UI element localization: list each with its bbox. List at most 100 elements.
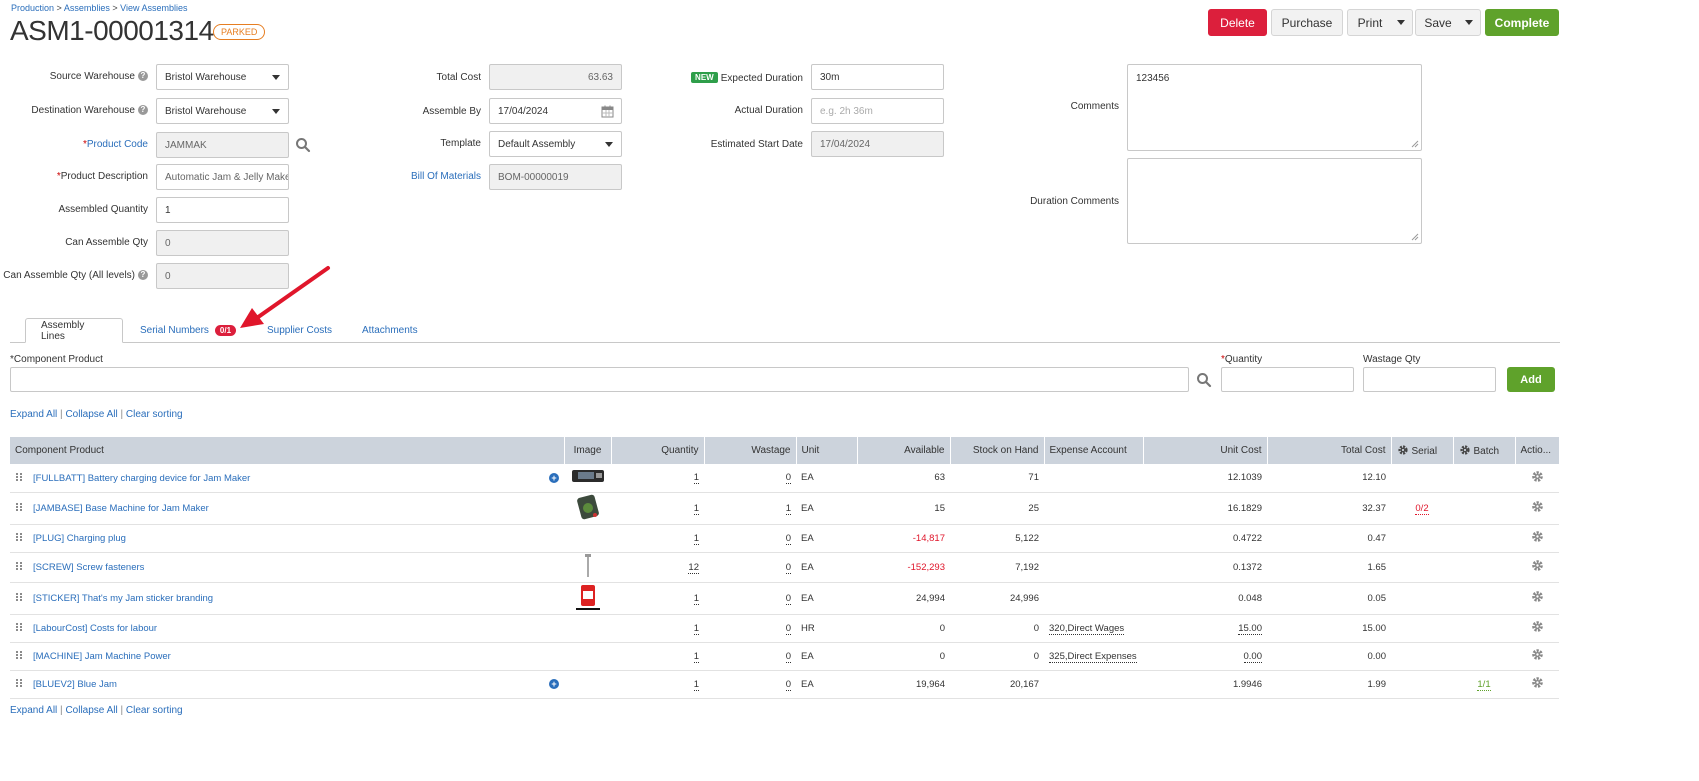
quantity-value[interactable]: 12	[688, 561, 699, 574]
expense-account-value[interactable]: 320,Direct Wages	[1049, 622, 1125, 635]
product-code-label[interactable]: *Product Code	[82, 139, 148, 150]
unit-cost-cell[interactable]: 1.9946	[1143, 670, 1267, 699]
print-dropdown-toggle[interactable]	[1390, 10, 1412, 35]
expense-account-cell[interactable]: 320,Direct Wages	[1044, 614, 1143, 643]
quantity-cell[interactable]: 1	[611, 464, 704, 493]
actual-duration-field[interactable]: e.g. 2h 36m	[811, 98, 944, 124]
gear-icon[interactable]	[1531, 470, 1544, 483]
drag-handle-icon[interactable]	[15, 561, 23, 571]
breadcrumb-view-assemblies[interactable]: View Assemblies	[120, 3, 188, 13]
actions-cell[interactable]	[1515, 614, 1559, 643]
batch-cell[interactable]	[1453, 582, 1515, 615]
serial-cell[interactable]: 0/2	[1391, 492, 1453, 525]
help-icon[interactable]: ?	[138, 71, 148, 81]
col-header-quantity[interactable]: Quantity	[611, 437, 705, 464]
complete-button[interactable]: Complete	[1485, 9, 1559, 36]
col-header-total-cost[interactable]: Total Cost	[1267, 437, 1392, 464]
quantity-value[interactable]: 1	[693, 532, 699, 545]
calendar-icon[interactable]	[601, 105, 614, 118]
add-button[interactable]: Add	[1507, 367, 1555, 392]
wastage-value[interactable]: 0	[785, 650, 791, 663]
drag-handle-icon[interactable]	[15, 502, 23, 512]
tab-attachments[interactable]: Attachments	[362, 325, 418, 336]
clear-sorting-link[interactable]: Clear sorting	[125, 409, 183, 420]
unit-cost-cell[interactable]: 16.1829	[1143, 492, 1267, 525]
expand-all-link[interactable]: Expand All	[10, 705, 58, 716]
expense-account-cell[interactable]	[1044, 670, 1143, 699]
wastage-cell[interactable]: 0	[704, 582, 796, 615]
product-code-field[interactable]: JAMMAK	[156, 132, 289, 158]
delete-button[interactable]: Delete	[1208, 9, 1267, 36]
batch-cell[interactable]: 1/1	[1453, 670, 1515, 699]
batch-cell[interactable]	[1453, 524, 1515, 553]
gear-icon[interactable]	[1531, 500, 1544, 513]
col-header-unit-cost[interactable]: Unit Cost	[1143, 437, 1268, 464]
unit-cost-cell[interactable]: 0.1372	[1143, 552, 1267, 583]
col-header-serial[interactable]: Serial	[1391, 437, 1454, 464]
component-product-link[interactable]: [FULLBATT] Battery charging device for J…	[33, 472, 251, 484]
component-product-link[interactable]: [MACHINE] Jam Machine Power	[33, 651, 171, 662]
drag-handle-icon[interactable]	[15, 592, 23, 602]
purchase-button[interactable]: Purchase	[1271, 9, 1343, 36]
batch-cell[interactable]	[1453, 614, 1515, 643]
print-button[interactable]: Print	[1357, 15, 1383, 30]
batch-cell[interactable]	[1453, 492, 1515, 525]
col-header-component[interactable]: Component Product	[10, 437, 565, 464]
serial-link[interactable]: 0/2	[1415, 502, 1429, 515]
search-icon[interactable]	[1196, 372, 1212, 388]
quantity-cell[interactable]: 1	[611, 492, 704, 525]
wastage-value[interactable]: 0	[785, 532, 791, 545]
quantity-value[interactable]: 1	[693, 678, 699, 691]
quantity-cell[interactable]: 1	[611, 614, 704, 643]
col-header-unit[interactable]: Unit	[796, 437, 858, 464]
unit-cost-value[interactable]: 0.00	[1243, 650, 1262, 663]
batch-cell[interactable]	[1453, 464, 1515, 493]
wastage-value[interactable]: 0	[785, 678, 791, 691]
actions-cell[interactable]	[1515, 552, 1559, 583]
quantity-value[interactable]: 1	[693, 502, 699, 515]
drag-handle-icon[interactable]	[15, 622, 23, 632]
gear-icon[interactable]	[1531, 590, 1544, 603]
breadcrumb-production[interactable]: Production	[11, 3, 55, 13]
save-dropdown-toggle[interactable]	[1458, 10, 1480, 35]
gear-icon[interactable]	[1459, 444, 1471, 456]
drag-handle-icon[interactable]	[15, 650, 23, 660]
clear-sorting-link[interactable]: Clear sorting	[125, 705, 183, 716]
batch-link[interactable]: 1/1	[1477, 678, 1491, 691]
serial-cell[interactable]	[1391, 670, 1453, 699]
serial-cell[interactable]	[1391, 524, 1453, 553]
wastage-qty-input[interactable]	[1363, 367, 1496, 392]
actions-cell[interactable]	[1515, 492, 1559, 525]
expense-account-cell[interactable]	[1044, 582, 1143, 615]
collapse-all-link[interactable]: Collapse All	[65, 409, 118, 420]
serial-cell[interactable]	[1391, 552, 1453, 583]
template-select[interactable]: Default Assembly	[489, 131, 622, 157]
unit-cost-cell[interactable]: 12.1039	[1143, 464, 1267, 493]
quantity-value[interactable]: 1	[693, 592, 699, 605]
gear-icon[interactable]	[1397, 444, 1409, 456]
expand-plus-icon[interactable]: +	[549, 472, 559, 483]
wastage-value[interactable]: 1	[785, 502, 791, 515]
expense-account-cell[interactable]: 325,Direct Expenses	[1044, 642, 1143, 671]
actions-cell[interactable]	[1515, 642, 1559, 671]
comments-textarea[interactable]: 123456	[1127, 64, 1422, 151]
help-icon[interactable]: ?	[138, 270, 148, 280]
expense-account-cell[interactable]	[1044, 524, 1143, 553]
search-icon[interactable]	[295, 137, 311, 153]
quantity-value[interactable]: 1	[693, 650, 699, 663]
unit-cost-cell[interactable]: 0.4722	[1143, 524, 1267, 553]
duration-comments-textarea[interactable]	[1127, 158, 1422, 244]
drag-handle-icon[interactable]	[15, 532, 23, 542]
wastage-cell[interactable]: 0	[704, 464, 796, 493]
quantity-cell[interactable]: 1	[611, 524, 704, 553]
tab-serial-numbers[interactable]: Serial Numbers 0/1	[140, 318, 237, 343]
wastage-cell[interactable]: 0	[704, 552, 796, 583]
drag-handle-icon[interactable]	[15, 472, 23, 482]
wastage-value[interactable]: 0	[785, 472, 791, 485]
wastage-cell[interactable]: 0	[704, 614, 796, 643]
component-product-link[interactable]: [PLUG] Charging plug	[33, 533, 126, 544]
quantity-cell[interactable]: 1	[611, 582, 704, 615]
component-product-input[interactable]	[10, 367, 1189, 392]
component-product-link[interactable]: [JAMBASE] Base Machine for Jam Maker	[33, 503, 209, 514]
unit-cost-value[interactable]: 15.00	[1238, 622, 1262, 635]
